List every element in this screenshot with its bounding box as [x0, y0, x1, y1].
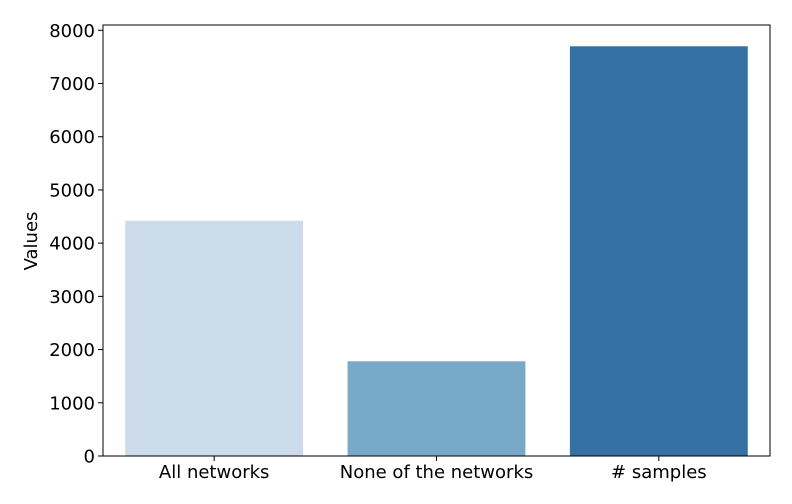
y-tick-label-7: 7000 [49, 74, 95, 95]
x-tick-label-2: # samples [611, 462, 707, 483]
bar-2 [569, 46, 748, 457]
bar-0 [125, 220, 304, 456]
y-tick-label-1: 1000 [49, 393, 95, 414]
y-axis-title: Values [21, 212, 42, 271]
x-tick-label-1: None of the networks [340, 462, 534, 483]
x-axis: All networks None of the networks # sample… [159, 456, 707, 483]
bar-1 [347, 361, 526, 456]
y-tick-label-2: 2000 [49, 340, 95, 361]
y-axis: 0 1000 2000 3000 4000 5000 6000 7000 8000 [49, 21, 103, 468]
y-tick-label-4: 4000 [49, 234, 95, 255]
y-tick-label-3: 3000 [49, 287, 95, 308]
bars-group [125, 46, 748, 457]
x-tick-label-0: All networks [159, 462, 270, 483]
y-tick-label-8: 8000 [49, 21, 95, 42]
y-tick-label-5: 5000 [49, 180, 95, 201]
y-tick-label-0: 0 [84, 447, 95, 468]
y-tick-label-6: 6000 [49, 127, 95, 148]
